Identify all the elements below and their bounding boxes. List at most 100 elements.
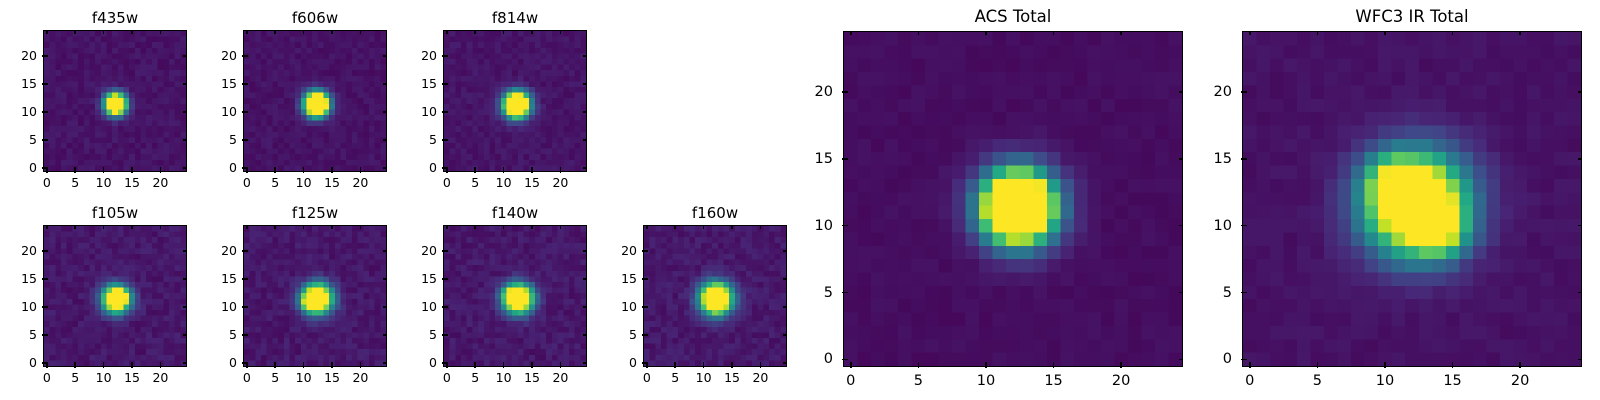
x-tick-mark — [502, 225, 505, 229]
y-tick-mark — [442, 55, 448, 57]
heatmap-image — [444, 31, 586, 171]
x-tick-label: 5 — [71, 175, 80, 190]
x-tick-mark — [159, 30, 162, 34]
x-tick-label: 20 — [152, 370, 169, 385]
y-tick-label: 5 — [229, 326, 237, 342]
x-tick-mark — [559, 30, 562, 34]
y-tick-mark — [42, 250, 48, 252]
y-tick-label: 15 — [21, 270, 37, 286]
y-tick-mark — [442, 139, 448, 141]
y-tick-label: 0 — [29, 354, 37, 370]
x-tick-mark — [46, 225, 48, 229]
panel-wfc3-ir-total: WFC3 IR Total 0 5 10 15 20 0 5 10 15 20 — [1214, 7, 1582, 388]
x-tick-mark — [559, 225, 562, 229]
x-tick-mark — [102, 167, 105, 173]
x-tick-mark — [446, 362, 448, 368]
y-tick-mark — [1179, 291, 1183, 294]
y-tick-mark — [383, 111, 387, 113]
x-tick-mark — [46, 167, 48, 173]
y-tick-mark — [183, 55, 187, 57]
x-tick-label: 5 — [671, 370, 680, 385]
x-tick-mark — [474, 30, 476, 34]
y-tick-mark — [242, 111, 248, 113]
x-tick-label: 15 — [124, 175, 140, 190]
panel-title: ACS Total — [974, 7, 1052, 26]
y-tick-mark — [583, 334, 587, 336]
y-tick-mark — [1179, 224, 1183, 227]
y-tick-label: 0 — [1222, 351, 1232, 368]
x-tick-mark — [531, 30, 533, 34]
y-tick-label: 0 — [429, 159, 437, 175]
x-tick-label: 15 — [324, 370, 340, 385]
x-tick-mark — [1384, 31, 1386, 35]
x-tick-mark — [917, 31, 920, 35]
y-tick-mark — [442, 250, 448, 252]
x-tick-mark — [1519, 31, 1521, 35]
y-tick-mark — [1179, 358, 1183, 361]
y-tick-mark — [242, 139, 248, 141]
y-tick-mark — [183, 83, 187, 85]
y-tick-label: 5 — [1222, 284, 1232, 301]
y-tick-label: 10 — [421, 103, 437, 119]
x-tick-mark — [985, 31, 987, 35]
x-tick-mark — [46, 362, 48, 368]
y-tick-mark — [242, 83, 248, 85]
x-tick-label: 0 — [42, 175, 51, 190]
y-tick-label: 5 — [629, 326, 637, 342]
y-tick-label: 5 — [429, 326, 437, 342]
x-tick-mark — [302, 30, 305, 34]
x-tick-mark — [1451, 31, 1454, 35]
y-tick-mark — [583, 111, 587, 113]
panel-f606w: f606w 0 5 10 15 20 0 5 10 15 20 — [221, 9, 387, 189]
y-tick-label: 10 — [21, 103, 37, 119]
x-tick-mark — [446, 225, 448, 229]
y-tick-mark — [583, 83, 587, 85]
y-tick-label: 10 — [814, 217, 833, 234]
x-tick-mark — [359, 225, 362, 229]
x-tick-mark — [985, 362, 987, 368]
x-tick-mark — [246, 30, 248, 34]
y-tick-mark — [642, 362, 648, 364]
x-tick-mark — [474, 225, 476, 229]
y-tick-mark — [383, 167, 387, 169]
y-tick-mark — [442, 83, 448, 85]
x-tick-mark — [731, 225, 733, 229]
x-tick-mark — [531, 362, 533, 368]
y-tick-label: 20 — [1213, 83, 1232, 100]
x-tick-mark — [159, 167, 162, 173]
y-tick-mark — [583, 306, 587, 308]
x-tick-label: 0 — [42, 370, 51, 385]
x-tick-label: 20 — [352, 175, 369, 190]
x-tick-mark — [331, 167, 333, 173]
x-tick-label: 15 — [724, 370, 740, 385]
y-tick-label: 5 — [29, 131, 37, 147]
y-tick-label: 0 — [229, 159, 237, 175]
y-tick-mark — [583, 250, 587, 252]
panel-acs-total: ACS Total 0 5 10 15 20 0 5 10 15 20 — [815, 7, 1183, 388]
y-tick-mark — [783, 334, 787, 336]
y-tick-mark — [42, 334, 48, 336]
y-tick-mark — [42, 55, 48, 57]
x-tick-mark — [302, 225, 305, 229]
x-tick-label: 5 — [913, 373, 923, 389]
y-tick-mark — [583, 278, 587, 280]
x-tick-mark — [359, 167, 362, 173]
x-tick-mark — [446, 30, 448, 34]
x-tick-mark — [1316, 362, 1319, 368]
x-tick-mark — [759, 362, 762, 368]
x-tick-mark — [702, 225, 705, 229]
y-tick-mark — [842, 91, 848, 93]
x-tick-mark — [759, 225, 762, 229]
y-tick-mark — [383, 250, 387, 252]
x-tick-mark — [159, 362, 162, 368]
y-tick-mark — [442, 278, 448, 280]
x-tick-label: 15 — [124, 370, 140, 385]
y-tick-mark — [583, 362, 587, 364]
heatmap-image — [444, 226, 586, 366]
panel-title: f606w — [291, 9, 339, 27]
y-tick-mark — [1578, 358, 1582, 361]
y-tick-label: 0 — [29, 159, 37, 175]
panel-f125w: f125w 0 5 10 15 20 0 5 10 15 20 — [221, 204, 387, 384]
x-tick-mark — [674, 225, 676, 229]
